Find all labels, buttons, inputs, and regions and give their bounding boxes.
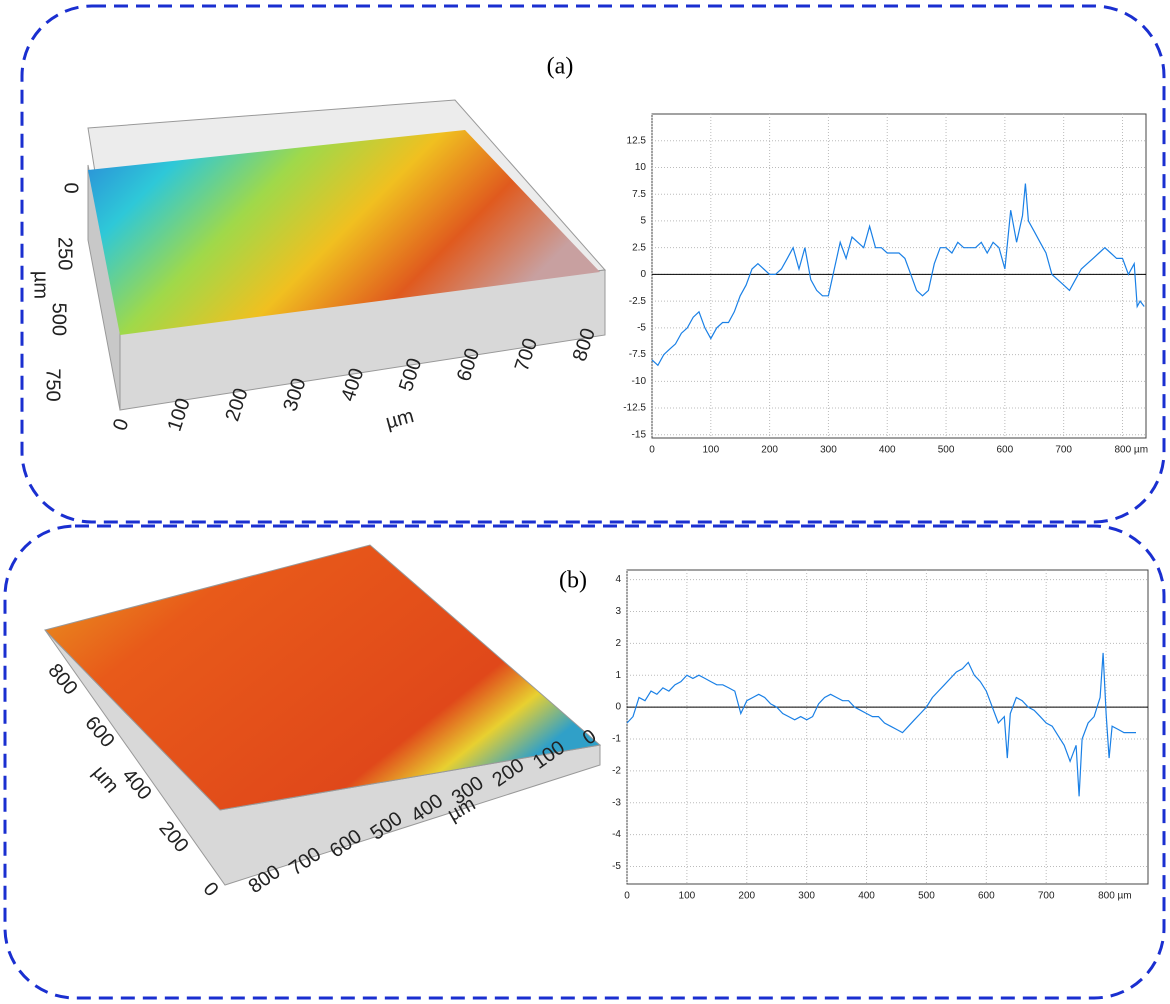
x-tick-label: 800 µm [1114,445,1148,456]
y-tick-label: 3 [615,606,621,617]
y-tick-label: 1 [615,670,621,681]
x-tick-label: 800 µm [1098,891,1132,902]
y-tick-label: 7.5 [632,189,646,200]
x-tick-label: 500 [938,445,955,456]
x-tick-label: 600 [997,445,1014,456]
y-tick-label: -7.5 [629,349,647,360]
panel-frame [3,524,1166,1000]
y-tick-label: -12.5 [623,403,646,414]
x-tick-label: 500 [918,891,935,902]
y-tick-label: -5 [612,861,621,872]
y-tick-label: 0 [615,702,621,713]
x-tick-label: 700 [1055,445,1072,456]
y-tick-label: 12.5 [627,135,647,146]
plot-area [626,569,1149,885]
y-tick-label: -4 [612,829,621,840]
surface-tick-label: 0 [109,416,133,433]
y-tick-label: -2 [612,765,621,776]
x-tick-label: 400 [879,445,896,456]
profile-line [651,183,1145,367]
x-tick-label: 700 [1038,891,1055,902]
y-tick-label: 2.5 [632,242,646,253]
x-tick-label: 0 [649,445,655,456]
x-tick-label: 400 [858,891,875,902]
x-tick-label: 300 [798,891,815,902]
y-tick-label: -1 [612,734,621,745]
y-tick-label: 2 [615,638,621,649]
surface-tick-label: 250 [54,237,76,270]
panel-label: (b) [559,568,587,594]
x-tick-label: 100 [679,891,696,902]
y-tick-label: 0 [640,269,646,280]
y-tick-label: 5 [640,216,646,227]
panel-label: (a) [547,54,574,80]
surface-3d [44,544,602,886]
y-tick-label: -5 [637,323,646,334]
plot-area [651,113,1147,439]
x-tick-label: 100 [702,445,719,456]
panel-frame [20,4,1166,524]
surface-tick-label: 500 [48,303,70,336]
y-tick-label: 4 [615,574,621,585]
surface-tick-label: 0 [60,182,82,193]
x-tick-label: 200 [761,445,778,456]
profile-line [626,652,1136,797]
surface-axis-label: µm [30,271,52,299]
y-tick-label: -2.5 [629,296,647,307]
x-tick-label: 600 [978,891,995,902]
y-tick-label: -3 [612,797,621,808]
surface-3d [87,99,607,411]
surface-axis-label: µm [88,762,123,798]
x-tick-label: 300 [820,445,837,456]
surface-tick-label: 0 [199,878,223,901]
x-tick-label: 200 [738,891,755,902]
x-tick-label: 0 [624,891,630,902]
y-tick-label: 10 [635,162,647,173]
surface-axis-label: µm [383,405,416,434]
y-tick-label: -10 [632,376,647,387]
surface-tick-label: 750 [42,368,64,401]
y-tick-label: -15 [632,429,647,440]
